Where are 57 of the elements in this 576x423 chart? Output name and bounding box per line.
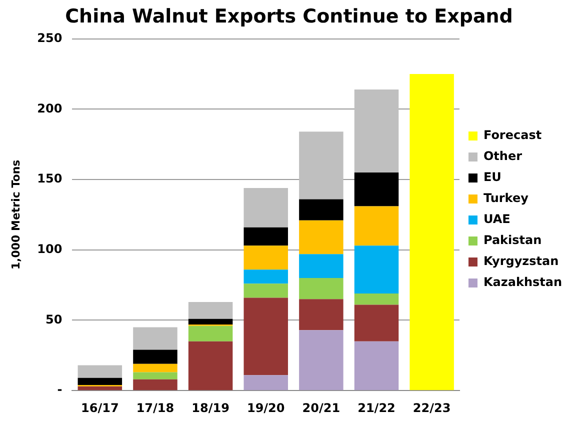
bar (299, 132, 344, 200)
bar (133, 379, 178, 390)
bar (354, 246, 399, 294)
y-tick-label: 250 (37, 30, 62, 45)
bar (188, 341, 233, 390)
legend-label: Other (483, 149, 522, 164)
x-tick-label: 19/20 (246, 400, 285, 415)
legend-label: Kazakhstan (483, 275, 562, 290)
bar (299, 299, 344, 330)
bar (133, 350, 178, 364)
x-tick-label: 21/22 (358, 400, 396, 415)
bar (133, 327, 178, 350)
bar (244, 246, 288, 270)
bar (354, 341, 399, 390)
bar (299, 254, 344, 278)
bar (354, 172, 399, 206)
x-tick-label: 20/21 (302, 400, 340, 415)
legend-label: EU (483, 170, 502, 184)
bar (299, 278, 344, 300)
legend-label: Kyrgyzstan (483, 254, 559, 268)
bar (78, 378, 122, 385)
bar (410, 74, 454, 390)
y-tick-label: - (57, 382, 62, 397)
bar (299, 199, 344, 220)
bar (188, 326, 233, 342)
bar (78, 386, 122, 390)
bar (244, 227, 288, 246)
y-tick-label: 100 (37, 242, 62, 256)
y-axis-title: 1,000 Metric Tons (9, 159, 22, 270)
legend-label: Forecast (483, 128, 542, 142)
bar (354, 89, 399, 172)
y-tick-label: 50 (46, 312, 62, 326)
chart-title: China Walnut Exports Continue to Expand (65, 5, 513, 28)
x-tick-label: 17/18 (136, 400, 174, 415)
legend-label: UAE (483, 212, 510, 226)
bar (244, 270, 288, 284)
bar (188, 302, 233, 319)
bar (354, 304, 399, 342)
bar (244, 298, 288, 376)
bar (354, 294, 399, 305)
bar (133, 372, 178, 380)
bar (244, 375, 288, 390)
bar (188, 318, 233, 324)
x-tick-label: 16/17 (81, 400, 119, 415)
bar (299, 220, 344, 254)
bar (78, 365, 122, 378)
bar (244, 284, 288, 298)
y-tick-label: 150 (37, 172, 62, 186)
x-tick-label: 22/23 (412, 400, 451, 415)
bar (244, 188, 288, 228)
bar (354, 206, 399, 246)
bar (133, 364, 178, 372)
x-tick-label: 18/19 (192, 400, 230, 415)
legend-label: Turkey (483, 191, 529, 206)
bar (299, 330, 344, 390)
legend-label: Pakistan (483, 233, 542, 248)
y-tick-label: 200 (37, 101, 62, 116)
